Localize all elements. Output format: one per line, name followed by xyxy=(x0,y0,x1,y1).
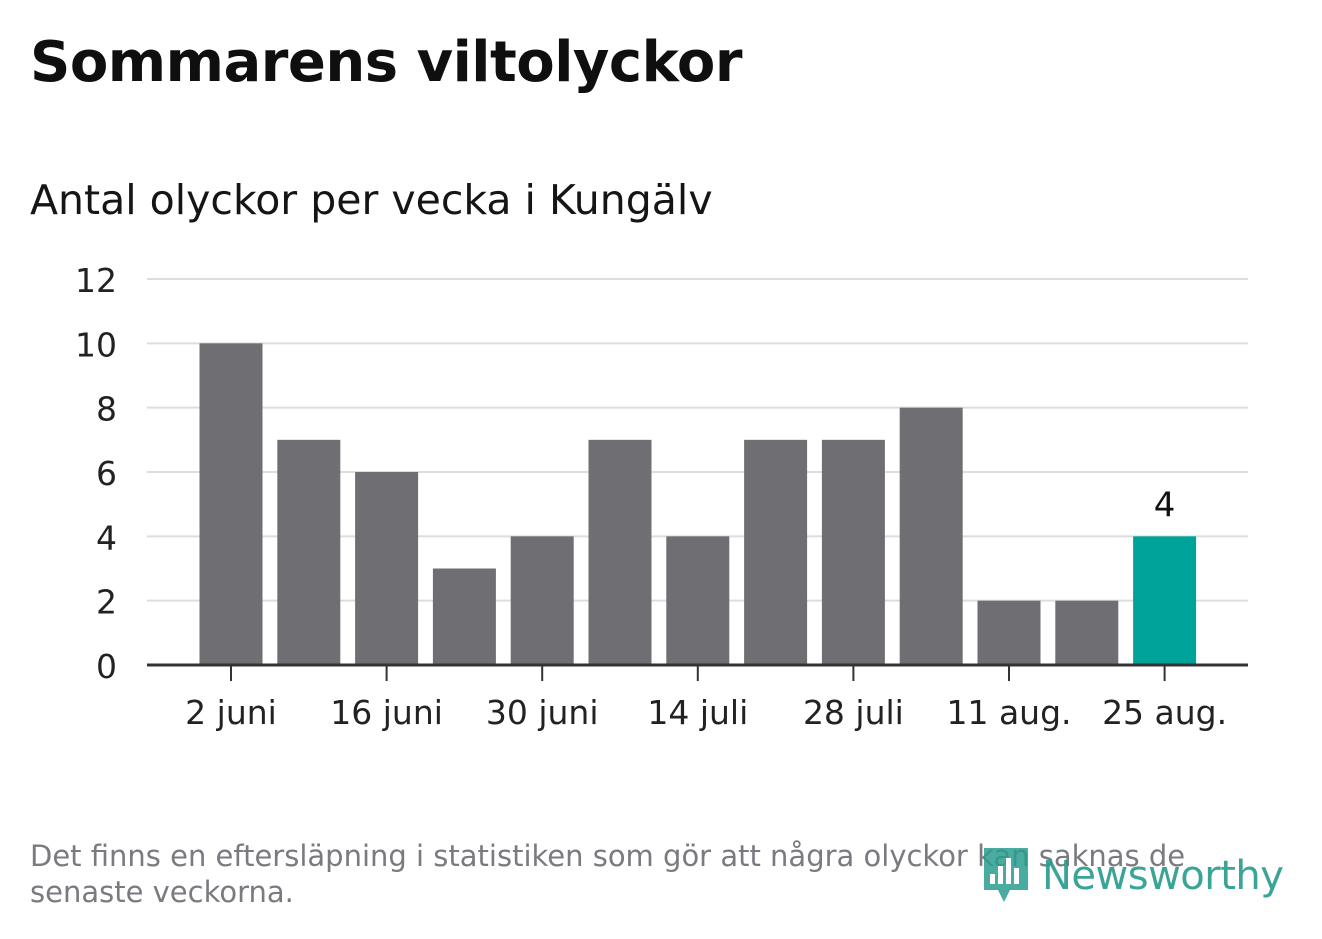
y-tick-label: 8 xyxy=(96,390,117,429)
x-tick-label: 28 juli xyxy=(803,693,904,732)
y-tick-label: 10 xyxy=(75,325,117,364)
bar xyxy=(899,407,963,665)
bar xyxy=(510,536,574,665)
x-tick-label: 30 juni xyxy=(486,693,599,732)
x-tick-label: 25 aug. xyxy=(1102,693,1227,732)
chart-title: Sommarens viltolyckor xyxy=(30,30,742,95)
chart-subtitle: Antal olyckor per vecka i Kungälv xyxy=(30,176,713,224)
y-tick-label: 12 xyxy=(75,261,117,300)
x-tick-label: 16 juni xyxy=(330,693,443,732)
y-tick-label: 6 xyxy=(96,454,117,493)
bar-highlight xyxy=(1133,536,1197,665)
bar xyxy=(277,439,341,665)
y-tick-label: 0 xyxy=(96,647,117,686)
y-tick-label: 4 xyxy=(96,518,117,557)
newsworthy-chart-icon xyxy=(984,848,1028,902)
x-tick-label: 11 aug. xyxy=(946,693,1071,732)
y-tick-label: 2 xyxy=(96,583,117,622)
bar xyxy=(588,439,652,665)
bar xyxy=(666,536,730,665)
newsworthy-logo: Newsworthy xyxy=(980,844,1284,908)
bar xyxy=(821,439,885,665)
bar xyxy=(977,600,1041,665)
bar xyxy=(744,439,808,665)
data-label: 4 xyxy=(1154,485,1176,525)
bar xyxy=(355,472,419,665)
x-tick-label: 14 juli xyxy=(647,693,748,732)
bar-chart: 0 2 4 6 8 10 12 4 2 juni 16 juni 30 juni 14 juli 28 … xyxy=(75,261,1248,732)
bar xyxy=(432,568,496,665)
x-tick-label: 2 juni xyxy=(185,693,277,732)
bar xyxy=(199,343,263,665)
bar xyxy=(1055,600,1119,665)
logo-text: Newsworthy xyxy=(1042,853,1284,899)
